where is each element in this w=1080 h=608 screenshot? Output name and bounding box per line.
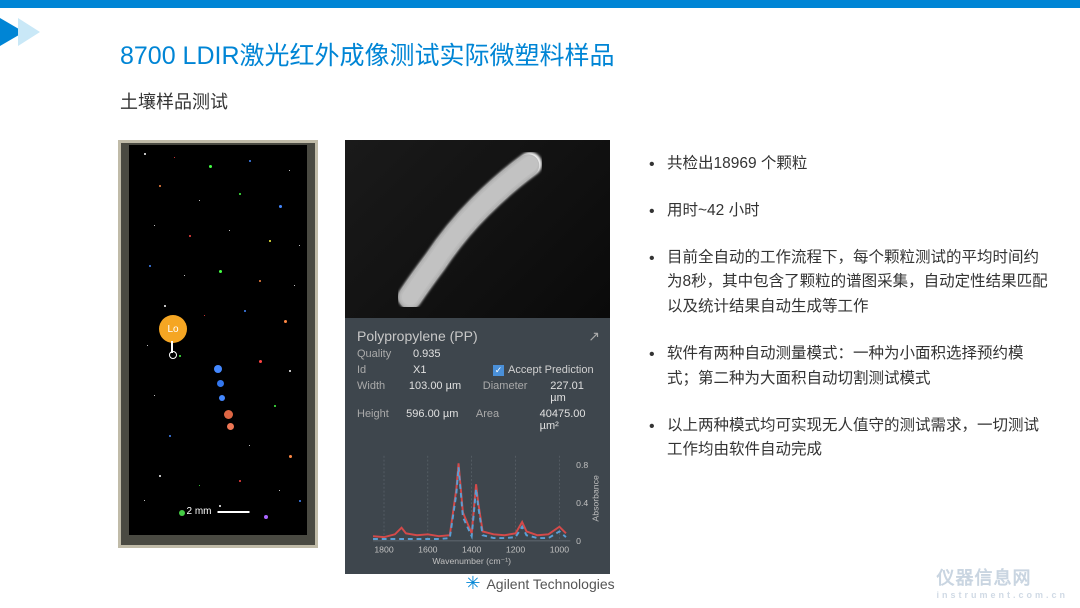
particle-dot: [169, 435, 171, 437]
particle-dot: [174, 157, 175, 158]
area-label: Area: [476, 408, 532, 432]
svg-text:0: 0: [576, 536, 581, 546]
bullet-item: 用时~42 小时: [645, 199, 1050, 224]
id-value: X1: [413, 364, 485, 376]
watermark-sub: instrument.com.cn: [936, 590, 1068, 600]
fiber-shape: [385, 152, 565, 307]
svg-text:1600: 1600: [418, 545, 437, 555]
svg-text:0.8: 0.8: [576, 460, 588, 470]
particle-dot: [289, 455, 292, 458]
particle-dot: [259, 360, 262, 363]
slide-content: 8700 LDIR激光红外成像测试实际微塑料样品 土壤样品测试 Lo 2 mm …: [0, 0, 1080, 608]
scale-label: 2 mm: [187, 506, 212, 517]
particle-dot: [164, 305, 166, 307]
particle-dot: [144, 500, 145, 501]
sample-scatter-image: Lo 2 mm: [118, 140, 318, 548]
particle-dot: [249, 160, 251, 162]
quality-value: 0.935: [413, 348, 485, 360]
particle-dot: [144, 153, 146, 155]
particle-dot: [294, 285, 295, 286]
bullet-item: 共检出18969 个颗粒: [645, 152, 1050, 177]
particle-dot: [249, 445, 250, 446]
particle-dot: [199, 200, 200, 201]
particle-dot: [179, 510, 185, 516]
diameter-label: Diameter: [483, 380, 542, 404]
particle-dot: [279, 490, 280, 491]
bullet-item: 以上两种模式均可实现无人值守的测试需求，一切测试工作均由软件自动完成: [645, 414, 1050, 464]
particle-dot: [217, 380, 224, 387]
particle-dot: [227, 423, 234, 430]
scatter-panel: Lo 2 mm: [129, 145, 307, 535]
expand-icon[interactable]: ↗: [588, 328, 600, 345]
accept-prediction[interactable]: ✓ Accept Prediction: [493, 364, 594, 376]
particle-dot: [299, 245, 300, 246]
particle-dot: [159, 475, 161, 477]
height-label: Height: [357, 408, 398, 432]
particle-dot: [289, 370, 291, 372]
particle-dot: [299, 500, 301, 502]
particle-dot: [204, 315, 205, 316]
particle-dot: [154, 225, 155, 226]
particle-dot: [219, 270, 222, 273]
particle-dot: [179, 355, 181, 357]
bullet-item: 目前全自动的工作流程下，每个颗粒测试的平均时间约为8秒，其中包含了颗粒的谱图采集…: [645, 246, 1050, 320]
height-value: 596.00 µm: [406, 408, 468, 432]
id-label: Id: [357, 364, 405, 376]
svg-text:1400: 1400: [462, 545, 481, 555]
particle-dot: [269, 240, 271, 242]
particle-dot: [154, 395, 155, 396]
particle-dot: [284, 320, 287, 323]
agilent-spark-icon: ✳: [465, 573, 480, 594]
checkbox-icon[interactable]: ✓: [493, 365, 504, 376]
particle-dot: [219, 395, 225, 401]
particle-dot: [149, 265, 151, 267]
particle-name: Polypropylene (PP): [357, 328, 598, 344]
width-label: Width: [357, 380, 401, 404]
particle-dot: [199, 485, 200, 486]
particle-dot: [239, 480, 241, 482]
particle-info-panel: ↗ Polypropylene (PP) Quality 0.935 Id X1…: [345, 318, 610, 442]
svg-text:1200: 1200: [506, 545, 525, 555]
svg-text:Absorbance: Absorbance: [590, 475, 600, 522]
particle-dot: [264, 515, 268, 519]
quality-label: Quality: [357, 348, 405, 360]
svg-text:1000: 1000: [550, 545, 569, 555]
particle-dot: [259, 280, 261, 282]
svg-text:1800: 1800: [374, 545, 393, 555]
particle-dot: [189, 235, 191, 237]
scale-bar: 2 mm: [187, 506, 250, 517]
particle-dot: [219, 505, 221, 507]
particle-dot: [209, 165, 212, 168]
accept-label: Accept Prediction: [508, 364, 594, 376]
particle-dot: [147, 345, 148, 346]
particle-dot: [244, 310, 246, 312]
particle-dot: [239, 193, 241, 195]
diameter-value: 227.01 µm: [550, 380, 598, 404]
footer: ✳ Agilent Technologies: [0, 573, 1080, 594]
particle-image: [345, 140, 610, 318]
particle-dot: [214, 365, 222, 373]
area-value: 40475.00 µm²: [540, 408, 598, 432]
particle-dot: [279, 205, 282, 208]
svg-text:Wavenumber (cm⁻¹): Wavenumber (cm⁻¹): [432, 556, 511, 566]
footer-brand: Agilent Technologies: [486, 576, 614, 592]
watermark-main: 仪器信息网: [936, 568, 1031, 588]
particle-dot: [289, 170, 290, 171]
slide-subtitle: 土壤样品测试: [120, 88, 228, 114]
particle-dot: [159, 185, 161, 187]
scale-line: [218, 511, 250, 513]
center-column: ↗ Polypropylene (PP) Quality 0.935 Id X1…: [345, 140, 610, 574]
svg-text:0.4: 0.4: [576, 498, 588, 508]
bullet-list: 共检出18969 个颗粒用时~42 小时目前全自动的工作流程下，每个颗粒测试的平…: [645, 152, 1050, 485]
particle-dot: [224, 410, 233, 419]
spectrum-chart: 1800 1600 1400 1200 1000 0 0.4 0.8 Wavenumber (c…: [345, 442, 610, 574]
particle-dot: [229, 230, 230, 231]
slide-title: 8700 LDIR激光红外成像测试实际微塑料样品: [120, 36, 615, 72]
location-marker: Lo: [159, 315, 187, 343]
bullet-item: 软件有两种自动测量模式：一种为小面积选择预约模式；第二种为大面积自动切割测试模式: [645, 342, 1050, 392]
watermark: 仪器信息网 instrument.com.cn: [936, 564, 1068, 600]
particle-dot: [274, 405, 276, 407]
width-value: 103.00 µm: [409, 380, 475, 404]
particle-dot: [184, 275, 185, 276]
